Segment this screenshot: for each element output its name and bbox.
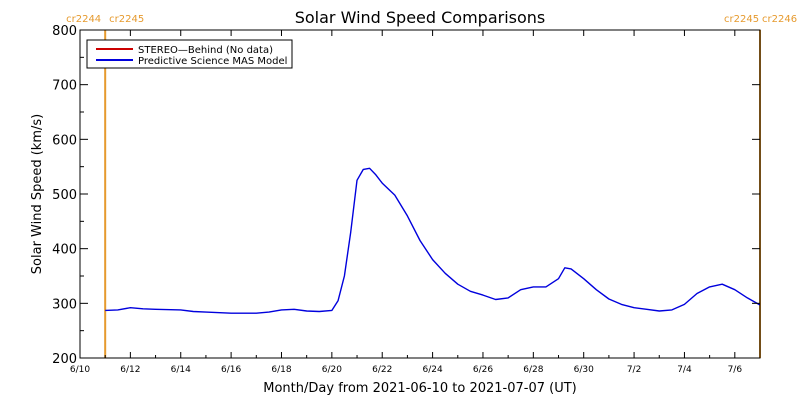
x-tick-label: 6/22: [372, 365, 392, 375]
plot-frame: [79, 29, 761, 359]
y-tick-label: 500: [52, 188, 77, 203]
carrington-label-left: cr2244: [66, 14, 101, 25]
legend-label: STEREO—Behind (No data): [138, 45, 273, 56]
y-axis: 200 300 400 500 600 700 800: [52, 24, 760, 367]
series-line-mas-model: [105, 167, 761, 314]
x-tick-label: 6/16: [221, 365, 241, 375]
x-tick-label: 7/2: [627, 365, 641, 375]
x-tick-label: 6/24: [422, 365, 442, 375]
y-axis-title: Solar Wind Speed (km/s): [30, 114, 45, 274]
y-tick-label: 400: [52, 243, 77, 258]
x-axis: 6/10 6/12 6/14 6/16 6/18 6/20 6/22 6/24 6/26 6/28…: [70, 30, 742, 375]
x-tick-label: 6/10: [70, 365, 90, 375]
x-tick-label: 7/4: [677, 365, 692, 375]
x-tick-label: 7/6: [728, 365, 743, 375]
x-tick-label: 6/20: [322, 365, 342, 375]
y-tick-label: 600: [52, 133, 77, 148]
y-tick-label: 800: [52, 24, 77, 39]
x-tick-label: 6/30: [574, 365, 594, 375]
carrington-label-right: cr2246: [762, 14, 797, 25]
legend: STEREO—Behind (No data)Predictive Scienc…: [86, 39, 293, 69]
carrington-label-left: cr2245: [724, 14, 759, 25]
chart-title: Solar Wind Speed Comparisons: [295, 8, 546, 27]
x-tick-label: 6/26: [473, 365, 493, 375]
series-layer: [105, 167, 761, 314]
x-tick-label: 6/14: [171, 365, 191, 375]
carrington-label-right: cr2245: [109, 14, 144, 25]
x-tick-label: 6/18: [271, 365, 291, 375]
x-tick-label: 6/12: [120, 365, 140, 375]
y-tick-label: 700: [52, 79, 77, 94]
x-axis-title: Month/Day from 2021-06-10 to 2021-07-07 …: [263, 381, 576, 396]
legend-label: Predictive Science MAS Model: [138, 56, 287, 67]
y-tick-label: 300: [52, 297, 77, 312]
x-tick-label: 6/28: [523, 365, 543, 375]
y-tick-label: 200: [52, 352, 77, 367]
legend-box: [86, 39, 293, 69]
